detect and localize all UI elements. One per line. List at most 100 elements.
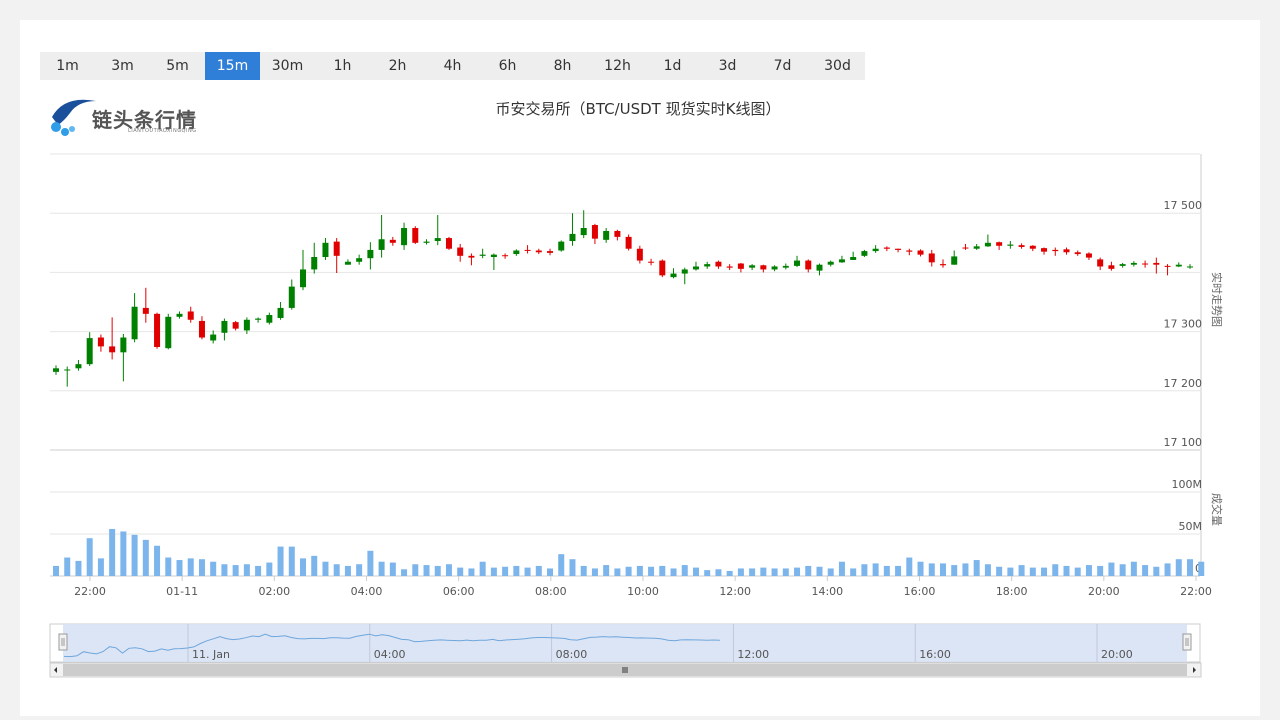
candle-body [187,311,194,320]
interval-selector: 1m 3m 5m 15m 30m 1h 2h 4h 6h 8h 12h 1d 3d 7d 30d [40,52,865,80]
volume-bar [1130,561,1137,576]
time-axis-ticks: 22:00 01-11 02:00 04:00 06:00 08:00 10:00 12:00… [74,576,1212,598]
volume-bar [614,568,621,576]
candle [1119,262,1126,268]
candle [726,264,733,271]
candle-body [311,257,318,270]
volume-bar [895,565,902,576]
volume-bar [1108,562,1115,576]
interval-button-7d[interactable]: 7d [773,58,792,74]
scroll-left-arrow-icon[interactable] [54,667,57,673]
candle-body [535,250,542,253]
interval-button-1h[interactable]: 1h [333,58,352,74]
candle-body [749,265,756,268]
interval-button-1d[interactable]: 1d [663,58,682,74]
candle-body [97,337,104,347]
interval-button-2h[interactable]: 2h [388,58,407,74]
candle [1052,247,1059,256]
candle-body [872,248,879,252]
candle-body [928,253,935,263]
volume-bar [154,545,161,576]
candle [378,214,385,258]
candle-body [356,258,363,262]
candle [749,264,756,271]
candle [142,287,149,323]
volume-bar [591,568,598,576]
navigator-tick-label: 11. Jan [192,648,230,661]
candle-body [996,242,1003,246]
candle-body [1153,262,1160,265]
volume-bar [434,565,441,576]
volume-bar [917,561,924,576]
volume-bar [861,564,868,576]
candle-body [1085,253,1092,258]
candle-body [131,306,138,340]
candle [760,264,767,273]
candle [939,259,946,268]
volume-bar [378,561,385,576]
volume-bar [872,563,879,576]
volume-bar [535,565,542,576]
candle-body [479,254,486,256]
navigator[interactable]: 11. Jan 04:00 08:00 12:00 16:00 20:00 [49,623,1202,678]
interval-button-30d[interactable]: 30d [824,58,851,74]
candle [648,258,655,266]
candle-body [198,320,205,338]
interval-button-4h[interactable]: 4h [443,58,462,74]
volume-bar [457,567,464,576]
candle-body [1018,245,1025,247]
candle-body [973,246,980,249]
volume-bar [300,558,307,576]
interval-button-6h[interactable]: 6h [498,58,517,74]
interval-button-1m[interactable]: 1m [56,58,79,74]
candle [64,366,71,387]
candle [255,317,262,323]
candle-body [300,269,307,288]
interval-button-8h[interactable]: 8h [553,58,572,74]
candle-body [670,273,677,278]
candle-body [232,322,239,329]
candle [434,214,441,246]
interval-button-30m[interactable]: 30m [271,58,304,74]
interval-button-15m[interactable]: 15m [205,52,260,80]
candle [580,210,587,239]
volume-bar [906,557,913,576]
interval-button-5m[interactable]: 5m [166,58,189,74]
candle-body [895,248,902,250]
navigator-left-handle[interactable] [58,633,68,651]
candle [333,238,340,273]
volume-bar [445,564,452,576]
candle [154,312,161,349]
candle-body [861,251,868,256]
candle [692,261,699,271]
interval-button-3d[interactable]: 3d [718,58,737,74]
candle [1130,261,1137,267]
candle [659,259,666,278]
candle [794,255,801,268]
navigator-right-handle[interactable] [1182,633,1192,651]
candle [322,238,329,260]
candle-body [468,255,475,258]
candle [827,260,834,267]
interval-button-3m[interactable]: 3m [111,58,134,74]
time-tick-label: 04:00 [351,585,383,598]
volume-bar [1097,565,1104,576]
candle-body [165,316,172,349]
volume-bar [401,569,408,576]
candle-body [591,225,598,239]
interval-button-12h[interactable]: 12h [604,58,631,74]
volume-bar [883,565,890,576]
candle [1175,262,1182,268]
candle [636,245,643,264]
volume-bar [715,569,722,576]
candle [1041,247,1048,255]
volume-bar [344,565,351,576]
volume-bar [187,558,194,576]
volume-bar [636,565,643,576]
candle-body [344,261,351,265]
candle-body [1119,264,1126,266]
time-tick-label: 18:00 [996,585,1028,598]
scroll-right-arrow-icon[interactable] [1193,667,1196,673]
volume-bar [513,565,520,576]
